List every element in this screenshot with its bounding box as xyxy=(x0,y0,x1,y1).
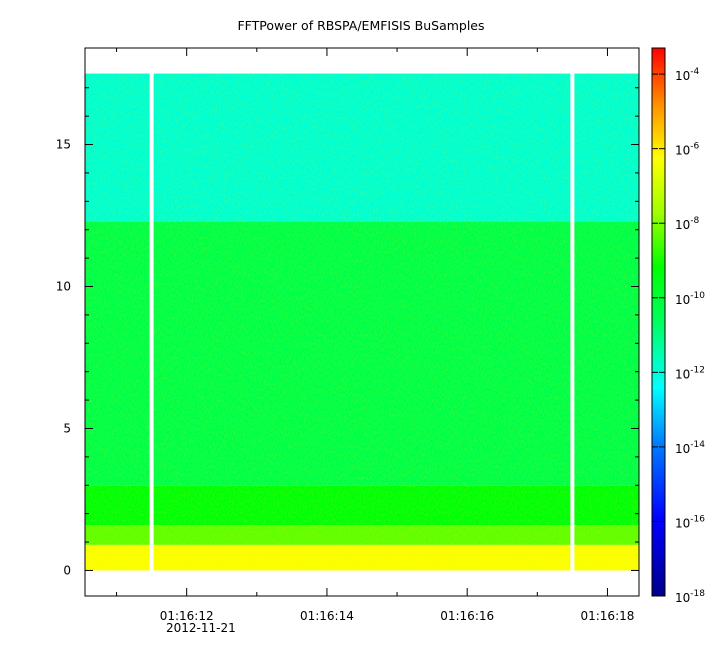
data-gap-0 xyxy=(149,72,154,572)
colorbar-tick-label: 10-18 xyxy=(675,589,705,605)
plot-area: 01:16:12 01:16:14 01:16:16 01:16:18 0 5 10 15 xyxy=(56,47,640,623)
chart-title: FFTPower of RBSPA/EMFISIS BuSamples xyxy=(237,18,484,33)
colorbar-tick-exponent: -12 xyxy=(690,365,705,375)
data-gap-1 xyxy=(570,72,575,572)
colorbar-tick-label: 10-4 xyxy=(675,67,700,83)
colorbar-tick-exponent: -6 xyxy=(690,142,699,152)
y-axis: 0 5 10 15 xyxy=(56,87,639,577)
y-tick-label: 5 xyxy=(63,421,71,435)
colorbar-tick-exponent: -4 xyxy=(690,67,699,77)
plot-frame xyxy=(84,47,640,597)
colorbar-tick-exponent: -16 xyxy=(690,514,705,524)
x-tick-label: 01:16:12 xyxy=(160,609,214,623)
colorbar-tick-exponent: -10 xyxy=(690,291,705,301)
colorbar-tick-exponent: -14 xyxy=(690,440,705,450)
y-tick-label: 15 xyxy=(56,138,71,152)
colorbar: 10-4 10-6 10-8 10-10 10-12 10-14 10-16 10-18 xyxy=(651,47,705,605)
colorbar-tick-label: 10-10 xyxy=(675,291,705,307)
x-tick-label: 01:16:16 xyxy=(440,609,494,623)
data-gaps xyxy=(149,72,575,572)
x-axis: 01:16:12 01:16:14 01:16:16 01:16:18 xyxy=(116,48,634,623)
colorbar-gradient xyxy=(651,47,666,597)
y-tick-label: 10 xyxy=(56,280,71,294)
y-tick-label: 0 xyxy=(63,563,71,577)
colorbar-tick-exponent: -8 xyxy=(690,216,699,226)
x-tick-label: 01:16:18 xyxy=(580,609,634,623)
colorbar-tick-label: 10-16 xyxy=(675,514,705,530)
x-tick-label: 01:16:14 xyxy=(300,609,354,623)
colorbar-tick-label: 10-14 xyxy=(675,440,705,456)
colorbar-tick-label: 10-8 xyxy=(675,216,700,232)
colorbar-tick-label: 10-6 xyxy=(675,142,700,158)
date-label: 2012-11-21 xyxy=(166,621,236,635)
spectrogram-noise-texture xyxy=(85,73,639,571)
colorbar-tick-label: 10-12 xyxy=(675,365,705,381)
colorbar-tick-exponent: -18 xyxy=(690,589,705,599)
